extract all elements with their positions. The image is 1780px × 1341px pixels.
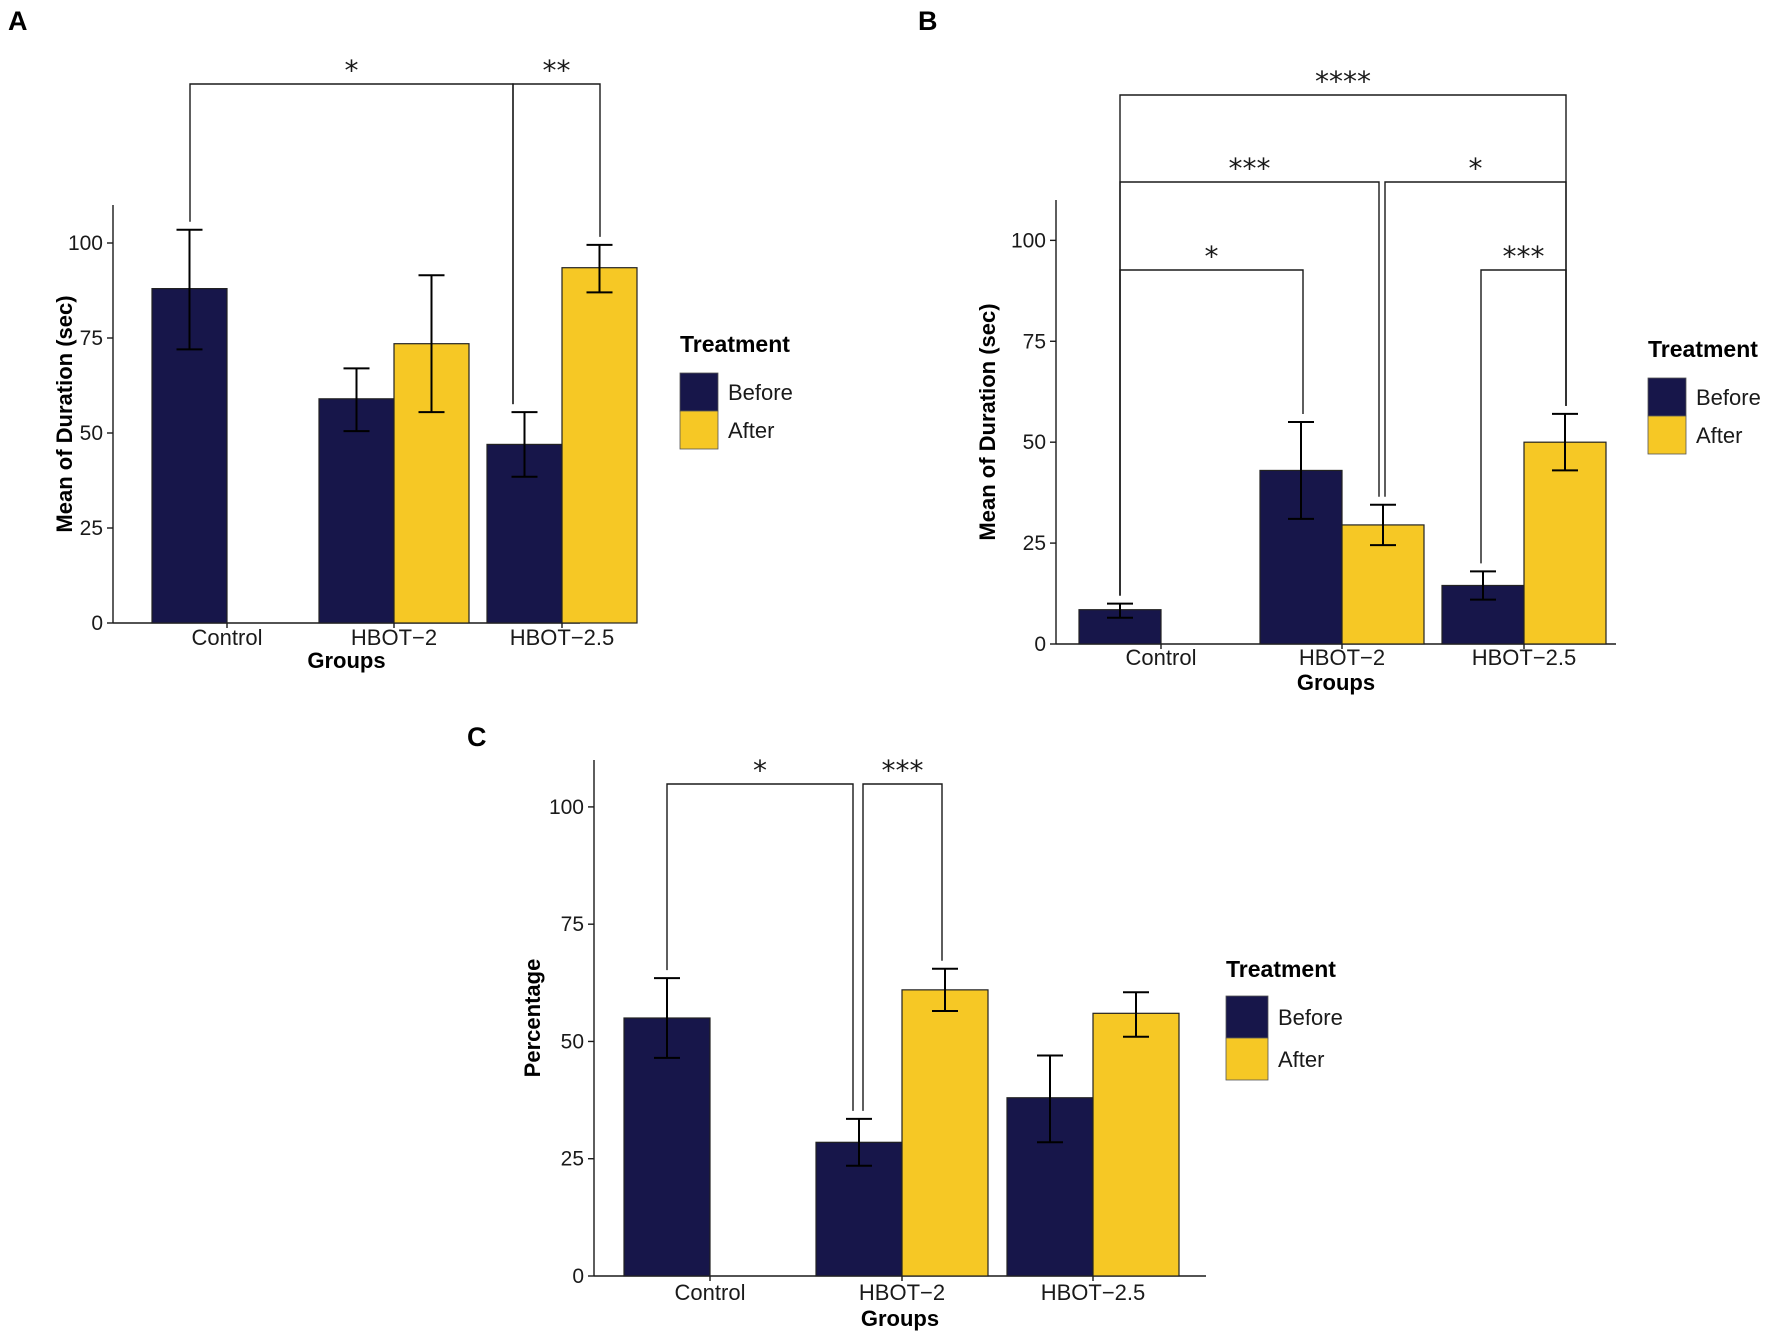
x-tick-label: Control (192, 625, 263, 650)
bar-after (561, 267, 638, 624)
x-tick-label: HBOT−2 (351, 625, 437, 650)
significance-label: **** (1315, 65, 1371, 98)
y-tick-label: 100 (68, 232, 103, 255)
y-tick-label: 0 (572, 1265, 584, 1288)
legend-label-before: Before (728, 380, 793, 405)
y-axis-title: Mean of Duration (sec) (975, 303, 1000, 540)
x-tick-label: Control (1126, 645, 1197, 670)
legend-swatch-before (1225, 995, 1269, 1039)
legend-label-after: After (728, 418, 774, 443)
legend-swatch-before (1647, 377, 1687, 417)
x-tick-label: HBOT−2 (1299, 645, 1385, 670)
y-tick-label: 25 (80, 517, 103, 540)
y-tick-label: 100 (549, 796, 584, 819)
panel-b: B 0 25 50 75 100 Control HBOT−2 HBOT−2.5 Groups Me… (918, 6, 1761, 695)
y-tick-label: 100 (1011, 229, 1046, 252)
x-tick-label: HBOT−2.5 (1472, 645, 1577, 670)
legend-title: Treatment (1226, 956, 1336, 982)
significance-label: * (345, 54, 359, 87)
y-tick-label: 75 (561, 913, 584, 936)
legend-swatch-after (679, 410, 719, 450)
bar-before (623, 1017, 711, 1277)
legend-label-after: After (1696, 423, 1742, 448)
legend-title: Treatment (1648, 336, 1758, 362)
legend-label-before: Before (1696, 385, 1761, 410)
y-tick-label: 50 (80, 422, 103, 445)
legend-swatch-before (679, 372, 719, 412)
legend-label-after: After (1278, 1047, 1324, 1072)
bar-before (318, 398, 395, 624)
x-tick-label: Control (675, 1280, 746, 1305)
significance-label: ** (543, 54, 571, 87)
panel-c: C 0 25 50 75 100 Control HBOT−2 HBOT−2.5 Groups Pe… (467, 722, 1343, 1331)
y-tick-label: 0 (91, 612, 103, 635)
y-tick-label: 75 (1023, 330, 1046, 353)
y-tick-label: 50 (1023, 431, 1046, 454)
bar-after (901, 989, 989, 1277)
significance-label: *** (1229, 152, 1271, 185)
x-tick-label: HBOT−2.5 (510, 625, 615, 650)
panel-letter: C (467, 722, 487, 752)
significance-bracket (1480, 269, 1567, 564)
panel-letter: A (8, 6, 28, 36)
significance-bracket (1119, 269, 1304, 596)
x-axis-title: Groups (861, 1306, 939, 1331)
panel-letter: B (918, 6, 938, 36)
legend-swatch-after (1225, 1037, 1269, 1081)
significance-label: * (1469, 152, 1483, 185)
significance-bracket (512, 83, 601, 405)
significance-label: *** (882, 754, 924, 787)
legend-label-before: Before (1278, 1005, 1343, 1030)
y-axis-title: Percentage (520, 959, 545, 1078)
y-tick-label: 25 (1023, 532, 1046, 555)
y-tick-label: 25 (561, 1148, 584, 1171)
significance-bracket (862, 783, 943, 1111)
y-tick-label: 75 (80, 327, 103, 350)
legend-title: Treatment (680, 331, 790, 357)
x-axis-title: Groups (307, 648, 385, 673)
x-tick-label: HBOT−2.5 (1041, 1280, 1146, 1305)
y-tick-label: 50 (561, 1030, 584, 1053)
significance-label: *** (1503, 240, 1545, 273)
significance-bracket (666, 783, 854, 1111)
y-axis-title: Mean of Duration (sec) (52, 295, 77, 532)
panel-a: A 0 25 50 75 100 Control HBOT−2 HBOT−2.5 Groups Me… (8, 6, 793, 673)
x-tick-label: HBOT−2 (859, 1280, 945, 1305)
bar-after (1092, 1012, 1180, 1277)
x-axis-title: Groups (1297, 670, 1375, 695)
y-tick-label: 0 (1034, 633, 1046, 656)
bar-after (1523, 441, 1607, 645)
significance-bracket (1119, 94, 1567, 596)
legend-swatch-after (1647, 415, 1687, 455)
significance-label: * (753, 754, 767, 787)
significance-label: * (1205, 240, 1219, 273)
